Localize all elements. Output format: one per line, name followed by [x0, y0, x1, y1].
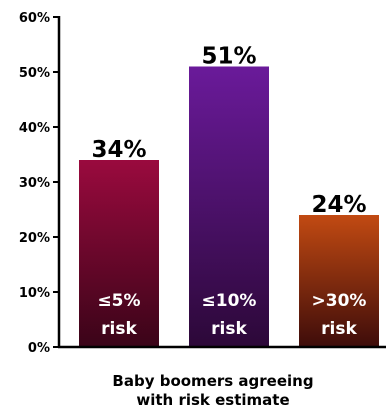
bar — [299, 215, 379, 347]
bar-value-label: 24% — [311, 192, 366, 218]
bar — [79, 160, 159, 347]
y-tick-label: 30% — [19, 176, 50, 191]
bar-category-label: ≤10% — [202, 291, 257, 311]
y-tick-label: 60% — [19, 11, 50, 26]
bar-value-label: 51% — [201, 44, 256, 70]
x-axis-label-line-2: with risk estimate — [136, 391, 289, 409]
bar-category-label: >30% — [312, 291, 367, 311]
y-tick-label: 10% — [19, 286, 50, 301]
bar-category-label: risk — [211, 319, 247, 339]
bar — [189, 66, 269, 347]
x-axis-label-line-1: Baby boomers agreeing — [112, 372, 313, 390]
y-tick-label: 0% — [28, 341, 50, 356]
y-tick-label: 20% — [19, 231, 50, 246]
bar-category-label: risk — [321, 319, 357, 339]
y-tick-label: 50% — [19, 66, 50, 81]
y-axis: 0% 10% 20% 30% 40% 50% 60% — [19, 11, 61, 356]
bar-category-label: ≤5% — [97, 291, 140, 311]
bars-group: 34% ≤5% risk 51% ≤10% risk 24% >30% risk — [79, 44, 379, 347]
bar-category-label: risk — [101, 319, 137, 339]
bar-value-label: 34% — [91, 137, 146, 163]
y-tick-label: 40% — [19, 121, 50, 136]
